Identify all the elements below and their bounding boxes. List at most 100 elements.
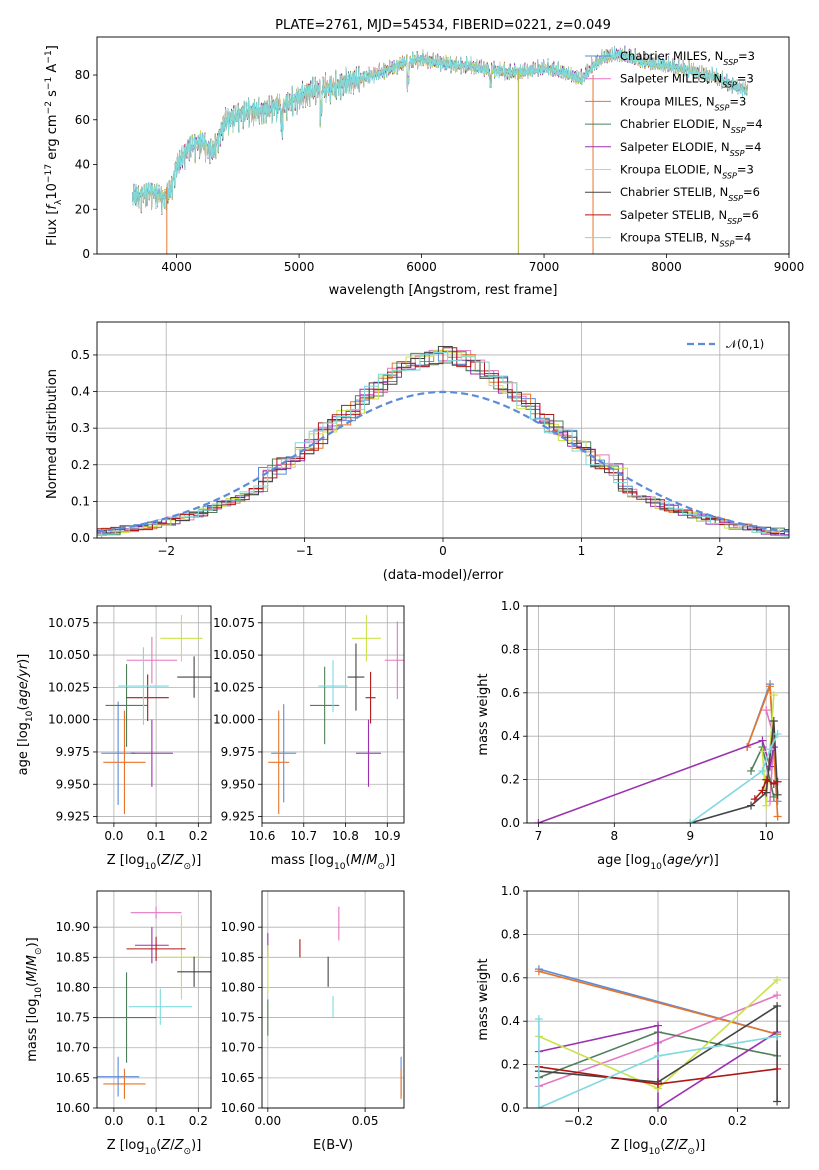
x-tick-label: 0.0 [104, 1114, 123, 1128]
x-axis-label: age [log10(age/yr)] [597, 853, 719, 872]
series-marker [769, 717, 778, 726]
legend-label: 𝒩(0,1) [726, 337, 764, 351]
series-marker [534, 819, 543, 823]
y-tick-label: 10.85 [56, 950, 90, 964]
x-tick-label: 9 [686, 829, 694, 843]
series-line [538, 970, 778, 1035]
series-marker [766, 745, 775, 754]
x-tick-label: 0.0 [648, 1114, 667, 1128]
y-axis-label: age [log10(age/yr)] [16, 654, 35, 776]
y-tick-label: 9.950 [56, 777, 90, 791]
plot-area-age_vs_Z [101, 615, 211, 814]
y-tick-label: 9.975 [221, 745, 255, 759]
y-axis-label: Flux [fλ10−17 erg cm−2 s−1 A−1] [44, 45, 64, 246]
x-tick-label: −2 [157, 544, 175, 558]
plot-area-massweight_vs_age [534, 680, 782, 823]
series-marker [773, 777, 782, 786]
axes-massweight_vs_Z: −0.2 0.0 0.2 0.0 0.2 0.4 0.6 0.8 1.0 Z [log10(Z/Z… [476, 884, 790, 1157]
series-marker [747, 801, 756, 810]
y-tick-label: 0.2 [71, 458, 90, 472]
series-marker [769, 690, 778, 699]
y-tick-label: 0.0 [71, 531, 90, 545]
y-tick-label: 0.6 [501, 686, 520, 700]
y-tick-label: 0 [82, 247, 90, 261]
series-marker [534, 1015, 543, 1024]
series-marker [654, 1104, 662, 1108]
y-tick-label: 10.075 [48, 616, 90, 630]
y-tick-label: 0.4 [501, 729, 520, 743]
y-tick-label: 10.80 [56, 980, 90, 994]
x-tick-label: 5000 [284, 260, 315, 274]
x-axis-label: (data-model)/error [383, 568, 504, 583]
axes-residuals: −2 −1 0 1 2 0.0 0.1 0.2 0.3 0.4 0.5 𝒩(0,1) (data-mod… [45, 321, 790, 583]
x-tick-label: 0 [439, 544, 447, 558]
x-axis-label: wavelength [Angstrom, rest frame] [329, 283, 558, 298]
y-tick-label: 1.0 [501, 599, 520, 613]
axes-frame [96, 36, 790, 255]
series-marker [534, 1104, 543, 1108]
x-tick-label: 10.6 [249, 829, 276, 843]
series-marker [750, 795, 759, 804]
y-tick-label: 0.2 [501, 1058, 520, 1072]
y-tick-label: 0.1 [71, 494, 90, 508]
y-tick-label: 0.6 [501, 971, 520, 985]
y-tick-label: 10.65 [56, 1071, 90, 1085]
series-line [538, 739, 775, 823]
series-marker [686, 819, 695, 823]
x-tick-label: 8000 [651, 260, 682, 274]
x-tick-label: 1 [578, 544, 586, 558]
axes-age_vs_mass: 10.6 10.7 10.8 10.9 9.925 9.950 9.975 10.000 10.… [213, 605, 405, 872]
normal-curve [97, 390, 789, 533]
x-tick-label: −1 [296, 544, 314, 558]
series-line [538, 1019, 778, 1108]
y-tick-label: 60 [75, 113, 90, 127]
axes-frame [96, 890, 212, 1109]
series-marker [773, 975, 782, 984]
y-tick-label: 10.75 [56, 1011, 90, 1025]
series-marker [654, 1080, 662, 1089]
y-tick-label: 20 [75, 202, 90, 216]
y-tick-label: 10.025 [48, 680, 90, 694]
axes-mass_vs_Z: 0.0 0.1 0.2 10.60 10.65 10.70 10.75 10.80 10.85 1… [25, 890, 212, 1157]
plot-area-age_vs_mass [268, 615, 404, 814]
y-tick-label: 10.050 [213, 648, 255, 662]
y-tick-label: 10.60 [56, 1101, 90, 1115]
y-axis-label: mass weight [476, 958, 491, 1040]
series-marker [773, 1097, 782, 1106]
x-tick-label: 0.1 [147, 829, 166, 843]
y-tick-label: 10.000 [213, 713, 255, 727]
axes-frame [261, 605, 405, 824]
series-marker [773, 991, 782, 1000]
spectrum-line [132, 46, 748, 214]
series-marker [534, 967, 543, 976]
axes-frame [96, 605, 212, 824]
x-tick-label: 7 [535, 829, 543, 843]
x-tick-label: 2 [716, 544, 724, 558]
x-tick-label: −0.2 [564, 1114, 593, 1128]
series-line [538, 1024, 778, 1108]
y-tick-label: 9.925 [221, 810, 255, 824]
x-tick-label: 0.0 [104, 829, 123, 843]
x-tick-label: 7000 [529, 260, 560, 274]
series-marker [773, 1032, 782, 1041]
y-tick-label: 10.000 [48, 713, 90, 727]
y-tick-label: 10.75 [221, 1011, 255, 1025]
histogram-step [101, 352, 789, 538]
y-tick-label: 0.8 [501, 642, 520, 656]
y-tick-label: 0.5 [71, 348, 90, 362]
axes-age_vs_Z: 0.0 0.1 0.2 9.925 9.950 9.975 10.000 10.025 10.0… [16, 605, 212, 872]
series-marker [773, 790, 782, 799]
y-tick-label: 9.975 [56, 745, 90, 759]
legend-label: Chabrier STELIB, NSSP=6 [620, 185, 760, 203]
series-line [538, 1004, 778, 1102]
y-tick-label: 9.925 [56, 810, 90, 824]
plot-area-residuals [97, 346, 789, 538]
y-tick-label: 10.80 [221, 980, 255, 994]
series-marker [766, 682, 775, 691]
y-tick-label: 10.025 [213, 680, 255, 694]
y-tick-label: 10.90 [56, 920, 90, 934]
legend-label: Chabrier MILES, NSSP=3 [620, 49, 755, 67]
series-marker [758, 786, 767, 795]
histogram-step [97, 347, 789, 538]
legend-label: Kroupa MILES, NSSP=3 [620, 94, 746, 112]
